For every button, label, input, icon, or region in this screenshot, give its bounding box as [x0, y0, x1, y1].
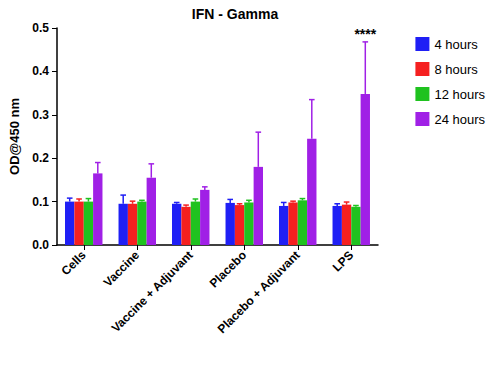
- svg-text:0.3: 0.3: [32, 108, 49, 122]
- svg-text:0.2: 0.2: [32, 151, 49, 165]
- svg-text:OD@450 nm: OD@450 nm: [7, 98, 22, 175]
- svg-text:24 hours: 24 hours: [434, 112, 485, 127]
- svg-text:0.4: 0.4: [32, 64, 49, 78]
- svg-text:4 hours: 4 hours: [434, 37, 478, 52]
- svg-text:0.0: 0.0: [32, 238, 49, 252]
- svg-text:Placebo + Adjuvant: Placebo + Adjuvant: [215, 248, 303, 336]
- svg-text:LPS: LPS: [330, 248, 356, 274]
- svg-text:0.1: 0.1: [32, 195, 49, 209]
- svg-text:****: ****: [354, 26, 376, 42]
- svg-text:Vaccine: Vaccine: [101, 248, 143, 290]
- svg-text:0.5: 0.5: [32, 21, 49, 35]
- svg-text:Cells: Cells: [59, 248, 89, 278]
- svg-text:Vaccine + Adjuvant: Vaccine + Adjuvant: [109, 248, 196, 335]
- svg-text:IFN - Gamma: IFN - Gamma: [192, 6, 279, 22]
- svg-text:12 hours: 12 hours: [434, 87, 485, 102]
- svg-text:8 hours: 8 hours: [434, 62, 478, 77]
- svg-text:Placebo: Placebo: [207, 248, 249, 290]
